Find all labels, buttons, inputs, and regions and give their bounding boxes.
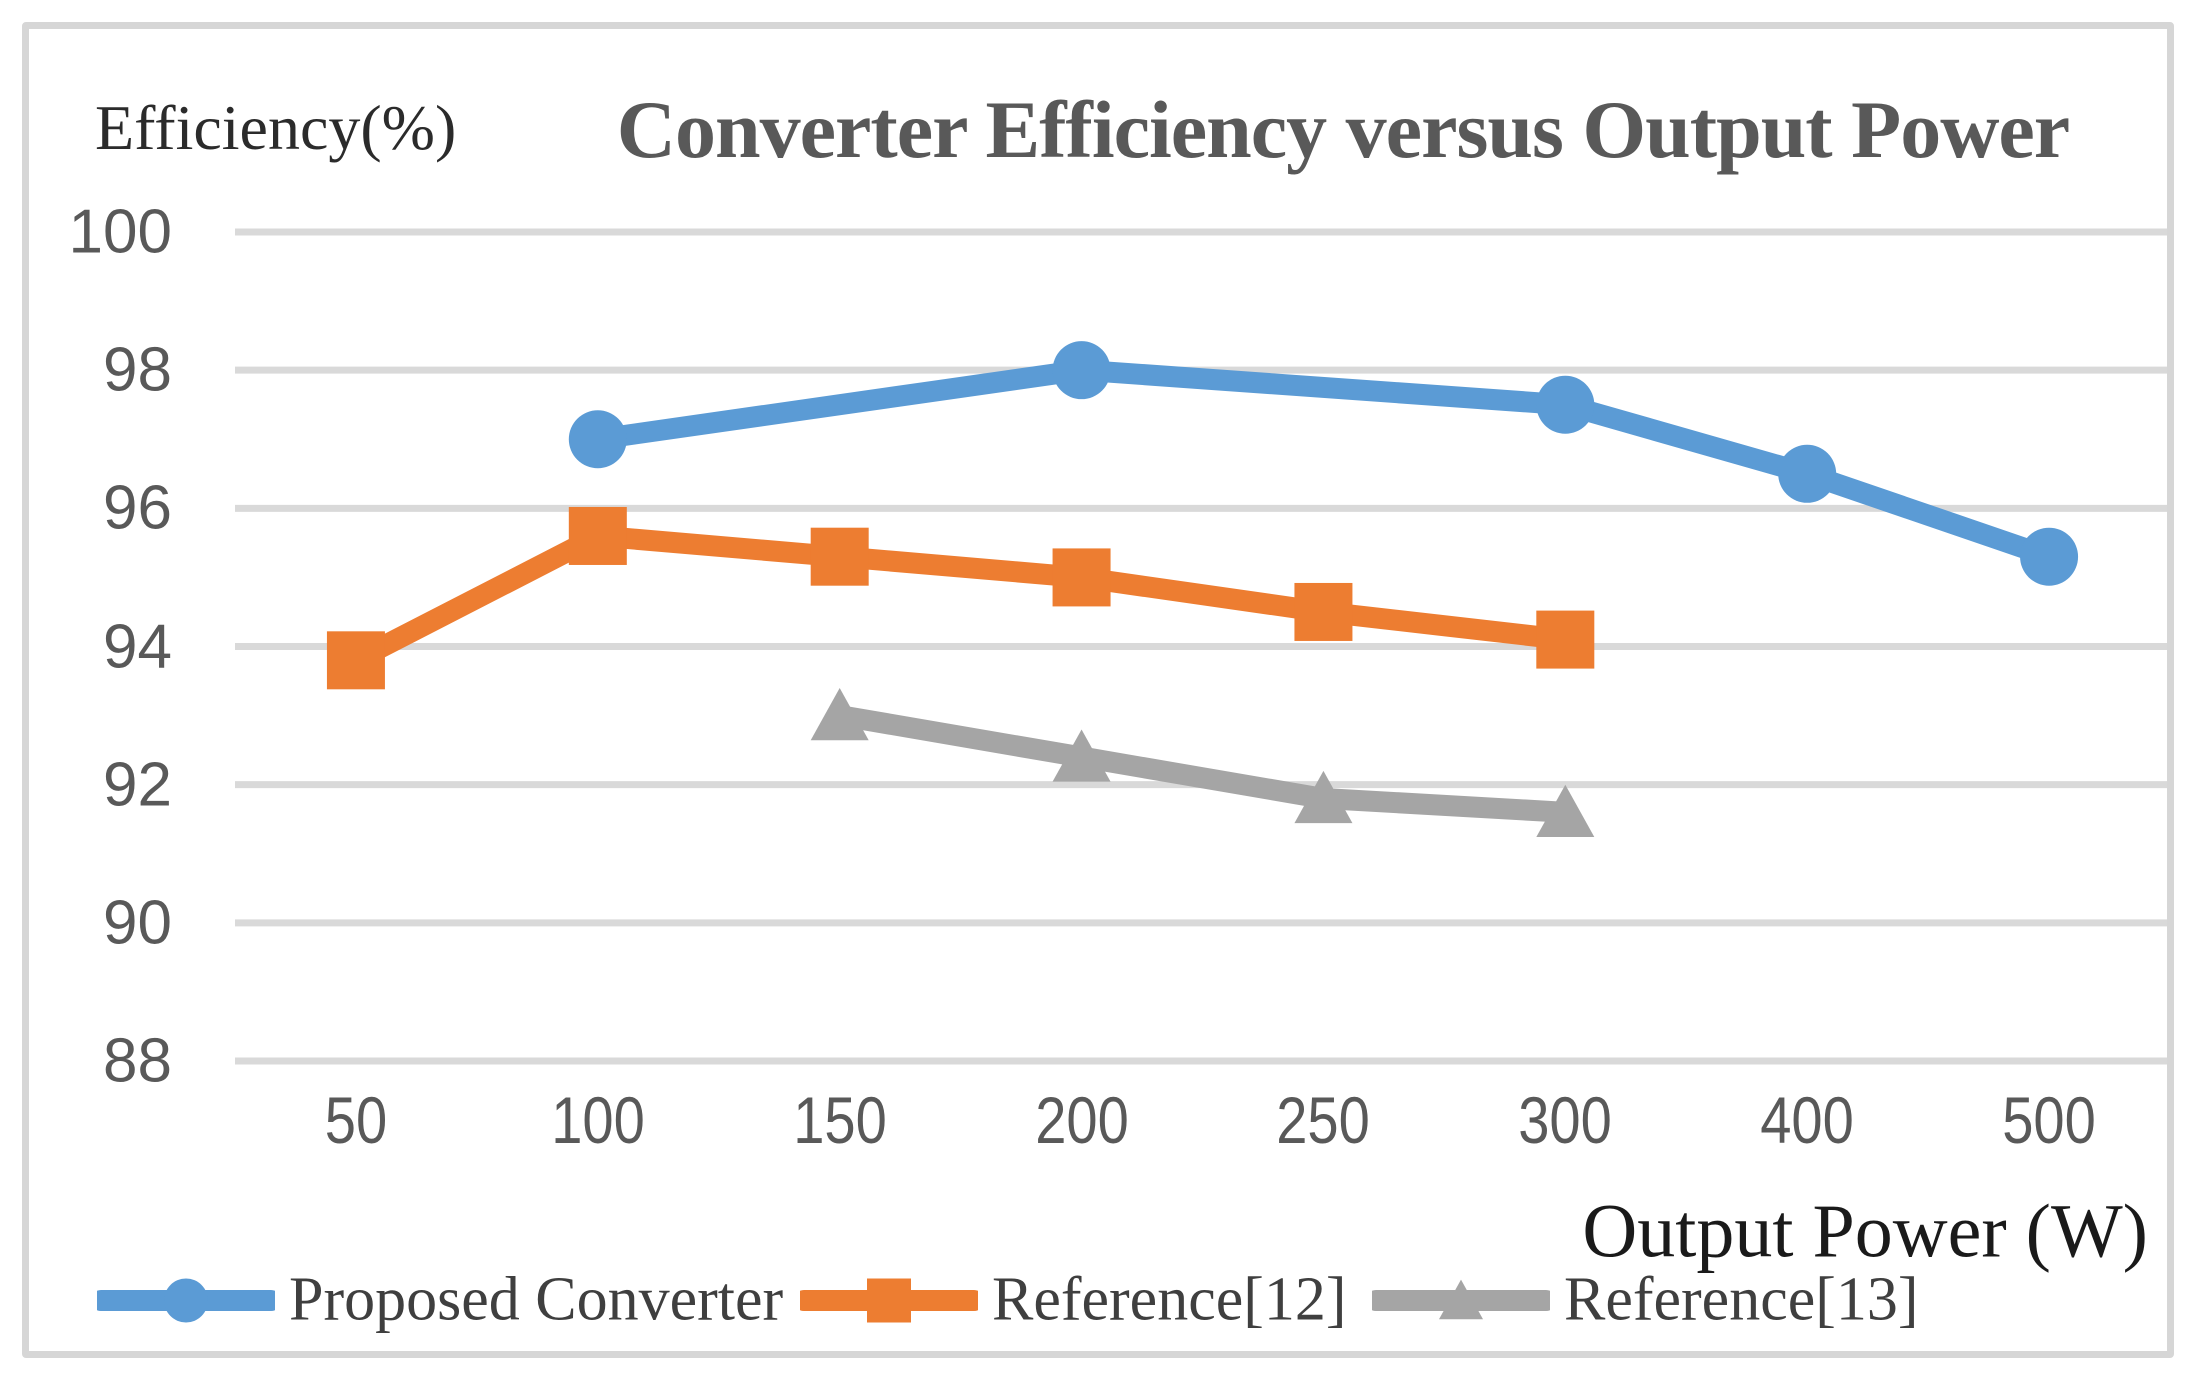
x-tick-label: 200 [1034, 1083, 1129, 1157]
x-tick-label: 500 [2002, 1083, 2096, 1157]
x-tick-label: 100 [551, 1083, 645, 1157]
x-tick-label: 250 [1276, 1083, 1371, 1157]
legend-label: Proposed Converter [289, 1265, 784, 1334]
y-tick-label: 94 [103, 612, 172, 681]
x-tick-label: 400 [1760, 1083, 1854, 1157]
legend-label: Reference[13] [1564, 1265, 1919, 1334]
y-axis-title: Efficiency(%) [95, 92, 457, 163]
chart-border [22, 22, 2174, 1358]
x-axis-title: Output Power (W) [1582, 1189, 2148, 1274]
x-tick-label: 150 [792, 1083, 887, 1157]
x-tick-label: 50 [324, 1083, 388, 1157]
legend-entry-reference-12: Reference[12] [800, 1265, 1347, 1336]
y-tick-label: 88 [103, 1026, 172, 1096]
legend-marker-triangle-icon [1372, 1279, 1550, 1319]
y-tick-label: 90 [103, 888, 172, 958]
y-tick-label: 92 [103, 750, 172, 820]
legend-entry-proposed-converter: Proposed Converter [97, 1265, 783, 1336]
legend-label: Reference[12] [992, 1265, 1347, 1334]
x-tick-label: 300 [1518, 1083, 1613, 1157]
chart-title: Converter Efficiency versus Output Power [616, 84, 2070, 175]
legend-marker-circle-icon [97, 1278, 275, 1322]
y-tick-label: 96 [103, 473, 172, 543]
y-tick-label: 98 [103, 335, 172, 405]
legend-entry-reference-13: Reference[13] [1372, 1265, 1919, 1336]
legend-marker-square-icon [800, 1278, 978, 1322]
y-tick-label: 100 [68, 197, 172, 267]
